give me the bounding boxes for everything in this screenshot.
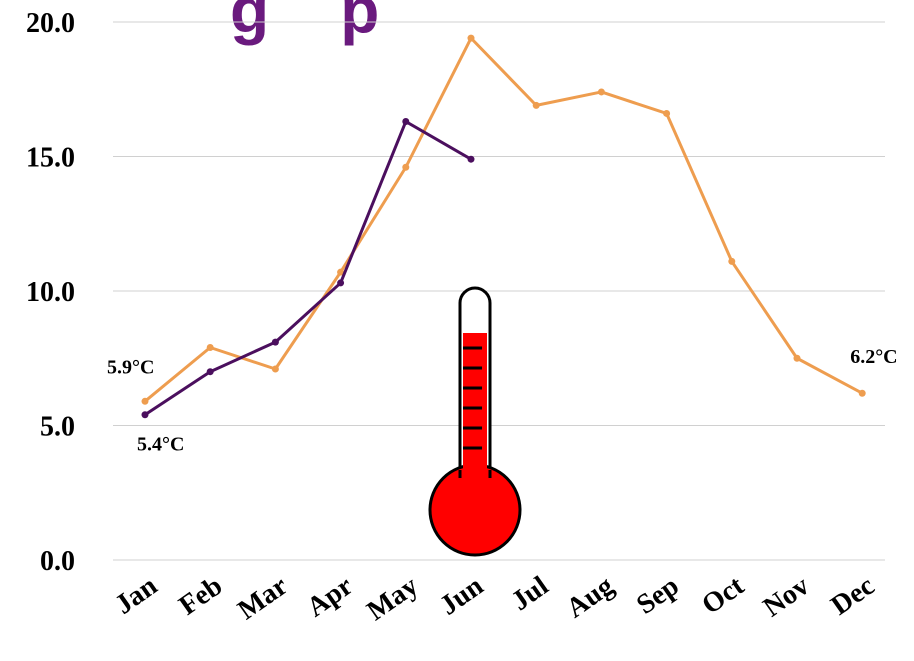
thermometer-icon [428, 286, 522, 557]
series-1 [141, 34, 866, 405]
data-point [337, 279, 345, 287]
x-tick-label: Jul [506, 570, 555, 617]
x-tick-label: Aug [561, 570, 620, 624]
series-layer [141, 34, 866, 419]
y-tick-label: 20.0 [26, 8, 75, 39]
x-tick-label: Oct [696, 570, 750, 621]
annotations: 5.9°C 5.4°C 6.2°C [107, 346, 898, 456]
data-point [337, 268, 345, 276]
x-tick-label: Apr [301, 570, 358, 623]
data-point [793, 354, 801, 362]
data-point [532, 101, 540, 109]
data-point [402, 118, 410, 126]
y-tick-label: 10.0 [26, 277, 75, 308]
x-tick-label: Jun [434, 570, 489, 622]
data-point [597, 88, 605, 96]
data-point [141, 411, 149, 419]
series-2 [141, 118, 475, 419]
series-line [144, 36, 863, 403]
data-point [858, 389, 866, 397]
x-tick-label: Feb [173, 570, 228, 621]
x-tick-label: Jan [110, 570, 164, 621]
x-tick-label: May [361, 570, 423, 627]
x-tick-label: Sep [631, 570, 684, 620]
data-point [728, 257, 736, 265]
data-point [206, 343, 214, 351]
data-point [467, 34, 475, 42]
x-tick-label: Dec [826, 570, 881, 621]
y-tick-label: 0.0 [40, 546, 75, 577]
x-axis-ticks: Jan Feb Mar Apr May Jun Jul Aug Sep Oct Nov Dec [110, 570, 881, 627]
data-point [271, 338, 279, 346]
data-label: 5.4°C [137, 434, 184, 456]
data-point [402, 163, 410, 171]
gridlines [113, 21, 885, 561]
y-tick-label: 5.0 [40, 412, 75, 443]
thermometer-neck-fill [463, 458, 487, 488]
data-point [271, 365, 279, 373]
data-point [663, 109, 671, 117]
data-point [206, 368, 214, 376]
y-axis-ticks: 0.0 5.0 10.0 15.0 20.0 [26, 8, 75, 577]
thermometer-scale-marks [463, 346, 482, 450]
data-point [141, 397, 149, 405]
x-tick-label: Nov [758, 570, 815, 623]
data-label: 6.2°C [850, 346, 897, 368]
title-fragment: g p [230, 0, 379, 46]
x-tick-label: Mar [232, 570, 293, 626]
series-line [144, 120, 472, 416]
y-tick-label: 15.0 [26, 143, 75, 174]
data-label: 5.9°C [107, 356, 154, 378]
data-point [467, 155, 475, 163]
